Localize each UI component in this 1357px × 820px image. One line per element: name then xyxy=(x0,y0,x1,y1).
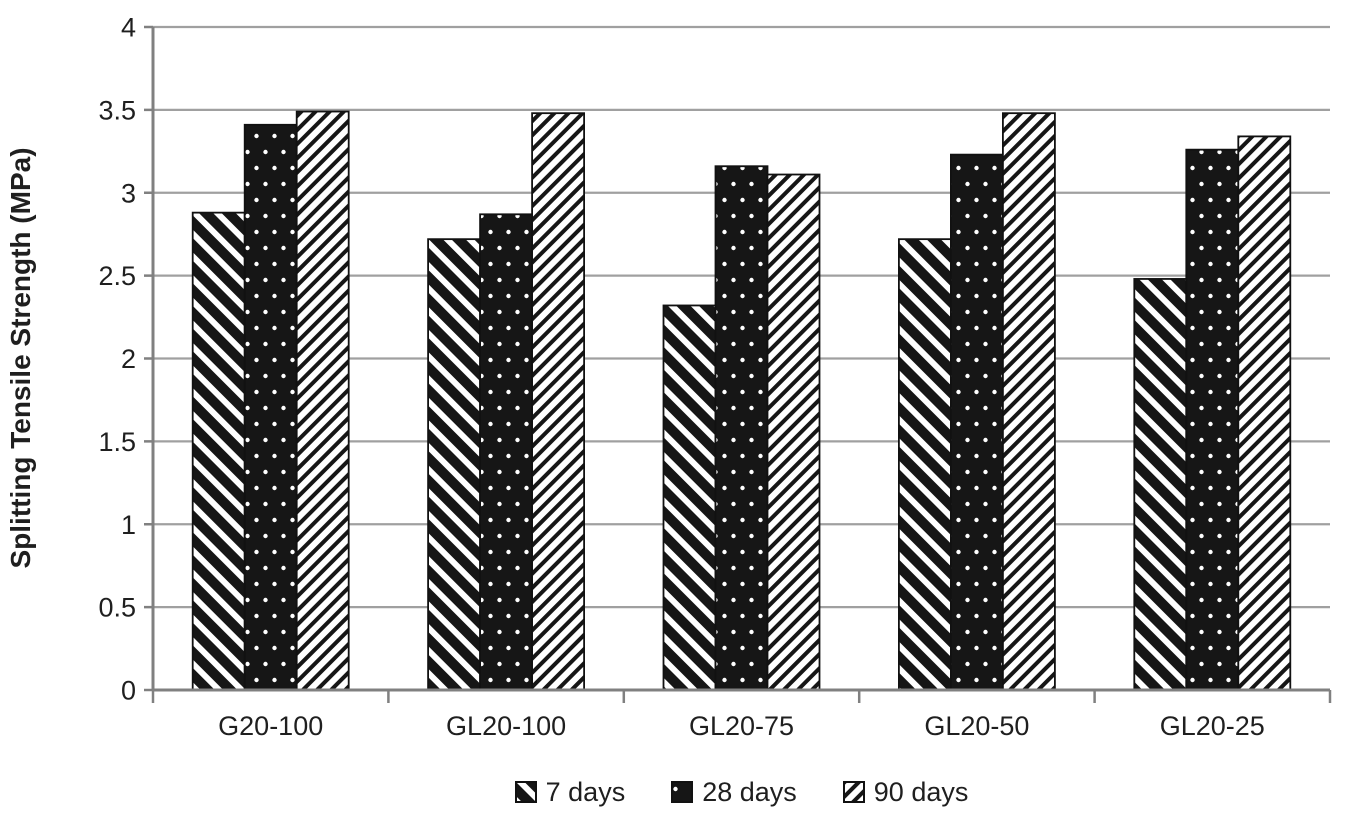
bar-90-days-gl20-25 xyxy=(1237,135,1292,691)
legend-swatch-rect-90-days xyxy=(842,781,865,803)
legend-swatch-rect-28-days xyxy=(671,781,694,803)
legend-swatch-28-days-icon xyxy=(671,781,694,803)
bar-28-days-g20-100 xyxy=(243,123,298,691)
y-tick-label-1.5: 1.5 xyxy=(98,427,136,457)
bar-7-days-gl20-100 xyxy=(427,238,482,691)
bar-90-days-gl20-50 xyxy=(1002,112,1056,691)
bars-group xyxy=(191,110,1292,691)
y-tick-label-0.5: 0.5 xyxy=(98,593,136,623)
legend-item-28-days: 28 days xyxy=(671,776,797,807)
bar-7-days-gl20-50 xyxy=(898,238,952,691)
axis-labels-group: Splitting Tensile Strength (MPa) 0 0.5 1 1.… xyxy=(5,13,1265,742)
legend-swatch-7-days-icon xyxy=(514,781,537,803)
bar-7-days-g20-100 xyxy=(191,211,246,691)
bar-7-days-gl20-25 xyxy=(1133,278,1188,691)
axes-group xyxy=(144,25,1332,703)
y-axis-title: Splitting Tensile Strength (MPa) xyxy=(5,147,36,568)
bar-28-days-gl20-50 xyxy=(950,153,1004,691)
y-tick-label-3.5: 3.5 xyxy=(98,95,136,125)
x-category-label-gl20-50: GL20-50 xyxy=(924,711,1029,741)
y-tick-label-2: 2 xyxy=(121,344,136,374)
chart-legend: 7 days 28 days 90 days xyxy=(153,774,1330,810)
legend-label-90-days: 90 days xyxy=(873,776,969,807)
legend-label-28-days: 28 days xyxy=(702,776,797,807)
y-tick-label-2.5: 2.5 xyxy=(98,261,136,291)
bar-7-days-gl20-75 xyxy=(662,304,717,691)
x-category-label-gl20-75: GL20-75 xyxy=(689,711,794,741)
y-tick-label-1: 1 xyxy=(121,510,136,540)
y-tick-label-0: 0 xyxy=(121,676,136,706)
y-tick-label-3: 3 xyxy=(121,178,136,208)
legend-item-7-days: 7 days xyxy=(514,776,626,807)
bar-90-days-gl20-100 xyxy=(531,112,585,691)
bar-90-days-g20-100 xyxy=(295,110,350,691)
y-tick-label-4: 4 xyxy=(121,13,136,43)
legend-item-90-days: 90 days xyxy=(842,776,969,807)
x-category-label-g20-100: G20-100 xyxy=(218,711,323,741)
bar-28-days-gl20-75 xyxy=(714,165,769,691)
legend-swatch-rect-7-days xyxy=(514,781,537,803)
x-category-label-gl20-100: GL20-100 xyxy=(446,711,566,741)
legend-label-7-days: 7 days xyxy=(545,776,626,807)
x-category-label-gl20-25: GL20-25 xyxy=(1160,711,1265,741)
bar-90-days-gl20-75 xyxy=(766,173,821,691)
bar-28-days-gl20-25 xyxy=(1185,148,1240,691)
bar-28-days-gl20-100 xyxy=(479,213,534,691)
legend-swatch-90-days-icon xyxy=(842,781,865,803)
